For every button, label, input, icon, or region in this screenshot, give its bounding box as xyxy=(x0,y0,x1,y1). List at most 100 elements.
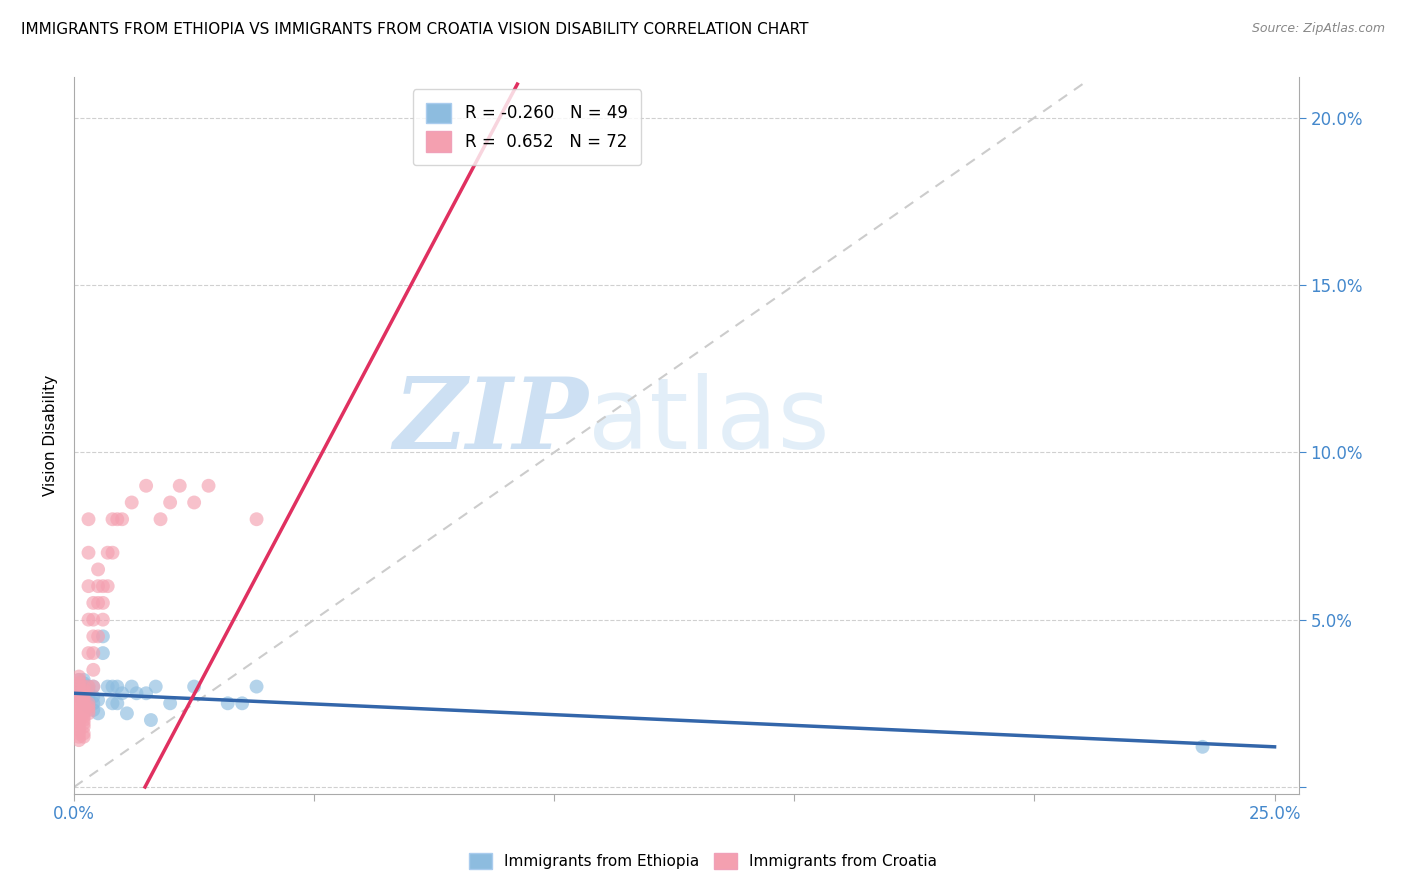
Point xyxy=(135,686,157,700)
Point xyxy=(82,696,104,710)
Point xyxy=(145,680,167,694)
Point xyxy=(121,680,143,694)
Point xyxy=(67,693,90,707)
Point xyxy=(73,673,96,687)
Point xyxy=(67,696,90,710)
Point xyxy=(73,682,96,697)
Point xyxy=(125,686,148,700)
Point xyxy=(77,646,100,660)
Point xyxy=(73,690,96,704)
Point xyxy=(73,686,96,700)
Point xyxy=(73,713,96,727)
Point xyxy=(82,680,104,694)
Point xyxy=(67,680,90,694)
Point xyxy=(67,673,90,687)
Point xyxy=(77,686,100,700)
Point xyxy=(67,676,90,690)
Point xyxy=(115,706,138,721)
Point xyxy=(169,479,191,493)
Point xyxy=(77,512,100,526)
Point xyxy=(135,479,157,493)
Point xyxy=(91,613,114,627)
Text: atlas: atlas xyxy=(588,373,830,470)
Point xyxy=(217,696,239,710)
Point xyxy=(67,726,90,740)
Point xyxy=(121,495,143,509)
Point xyxy=(82,646,104,660)
Point xyxy=(73,680,96,694)
Point xyxy=(67,676,90,690)
Point xyxy=(82,703,104,717)
Point xyxy=(67,723,90,737)
Point xyxy=(67,690,90,704)
Point xyxy=(73,716,96,731)
Point xyxy=(82,690,104,704)
Point xyxy=(82,663,104,677)
Point xyxy=(73,682,96,697)
Point xyxy=(87,562,110,576)
Point xyxy=(67,720,90,734)
Point xyxy=(67,730,90,744)
Point xyxy=(67,686,90,700)
Y-axis label: Vision Disability: Vision Disability xyxy=(44,375,58,496)
Point xyxy=(73,699,96,714)
Point xyxy=(197,479,219,493)
Point xyxy=(67,706,90,721)
Point xyxy=(101,680,124,694)
Point xyxy=(82,629,104,643)
Point xyxy=(67,682,90,697)
Point xyxy=(73,696,96,710)
Point xyxy=(82,596,104,610)
Point xyxy=(97,680,120,694)
Point xyxy=(82,613,104,627)
Point xyxy=(67,680,90,694)
Point xyxy=(77,579,100,593)
Legend: Immigrants from Ethiopia, Immigrants from Croatia: Immigrants from Ethiopia, Immigrants fro… xyxy=(463,847,943,875)
Point xyxy=(73,686,96,700)
Point xyxy=(183,680,205,694)
Point xyxy=(105,512,128,526)
Point xyxy=(139,713,162,727)
Point xyxy=(97,579,120,593)
Point xyxy=(87,596,110,610)
Point xyxy=(73,726,96,740)
Point xyxy=(77,696,100,710)
Point xyxy=(87,629,110,643)
Point xyxy=(73,730,96,744)
Point xyxy=(73,690,96,704)
Point xyxy=(77,613,100,627)
Point xyxy=(77,696,100,710)
Point xyxy=(105,696,128,710)
Point xyxy=(67,682,90,697)
Point xyxy=(73,706,96,721)
Point xyxy=(97,546,120,560)
Point xyxy=(1191,739,1213,754)
Point xyxy=(91,579,114,593)
Point xyxy=(101,546,124,560)
Point xyxy=(77,680,100,694)
Text: Source: ZipAtlas.com: Source: ZipAtlas.com xyxy=(1251,22,1385,36)
Point xyxy=(67,703,90,717)
Point xyxy=(67,686,90,700)
Point xyxy=(67,680,90,694)
Point xyxy=(73,709,96,723)
Text: ZIP: ZIP xyxy=(394,373,588,469)
Point xyxy=(87,579,110,593)
Point xyxy=(183,495,205,509)
Point xyxy=(73,693,96,707)
Point xyxy=(67,699,90,714)
Point xyxy=(111,686,134,700)
Point xyxy=(73,680,96,694)
Point xyxy=(67,709,90,723)
Point xyxy=(159,696,181,710)
Point xyxy=(105,680,128,694)
Point xyxy=(87,706,110,721)
Point xyxy=(67,716,90,731)
Point xyxy=(91,596,114,610)
Point xyxy=(245,512,267,526)
Point xyxy=(245,680,267,694)
Point xyxy=(73,693,96,707)
Point xyxy=(73,696,96,710)
Point xyxy=(67,673,90,687)
Point xyxy=(159,495,181,509)
